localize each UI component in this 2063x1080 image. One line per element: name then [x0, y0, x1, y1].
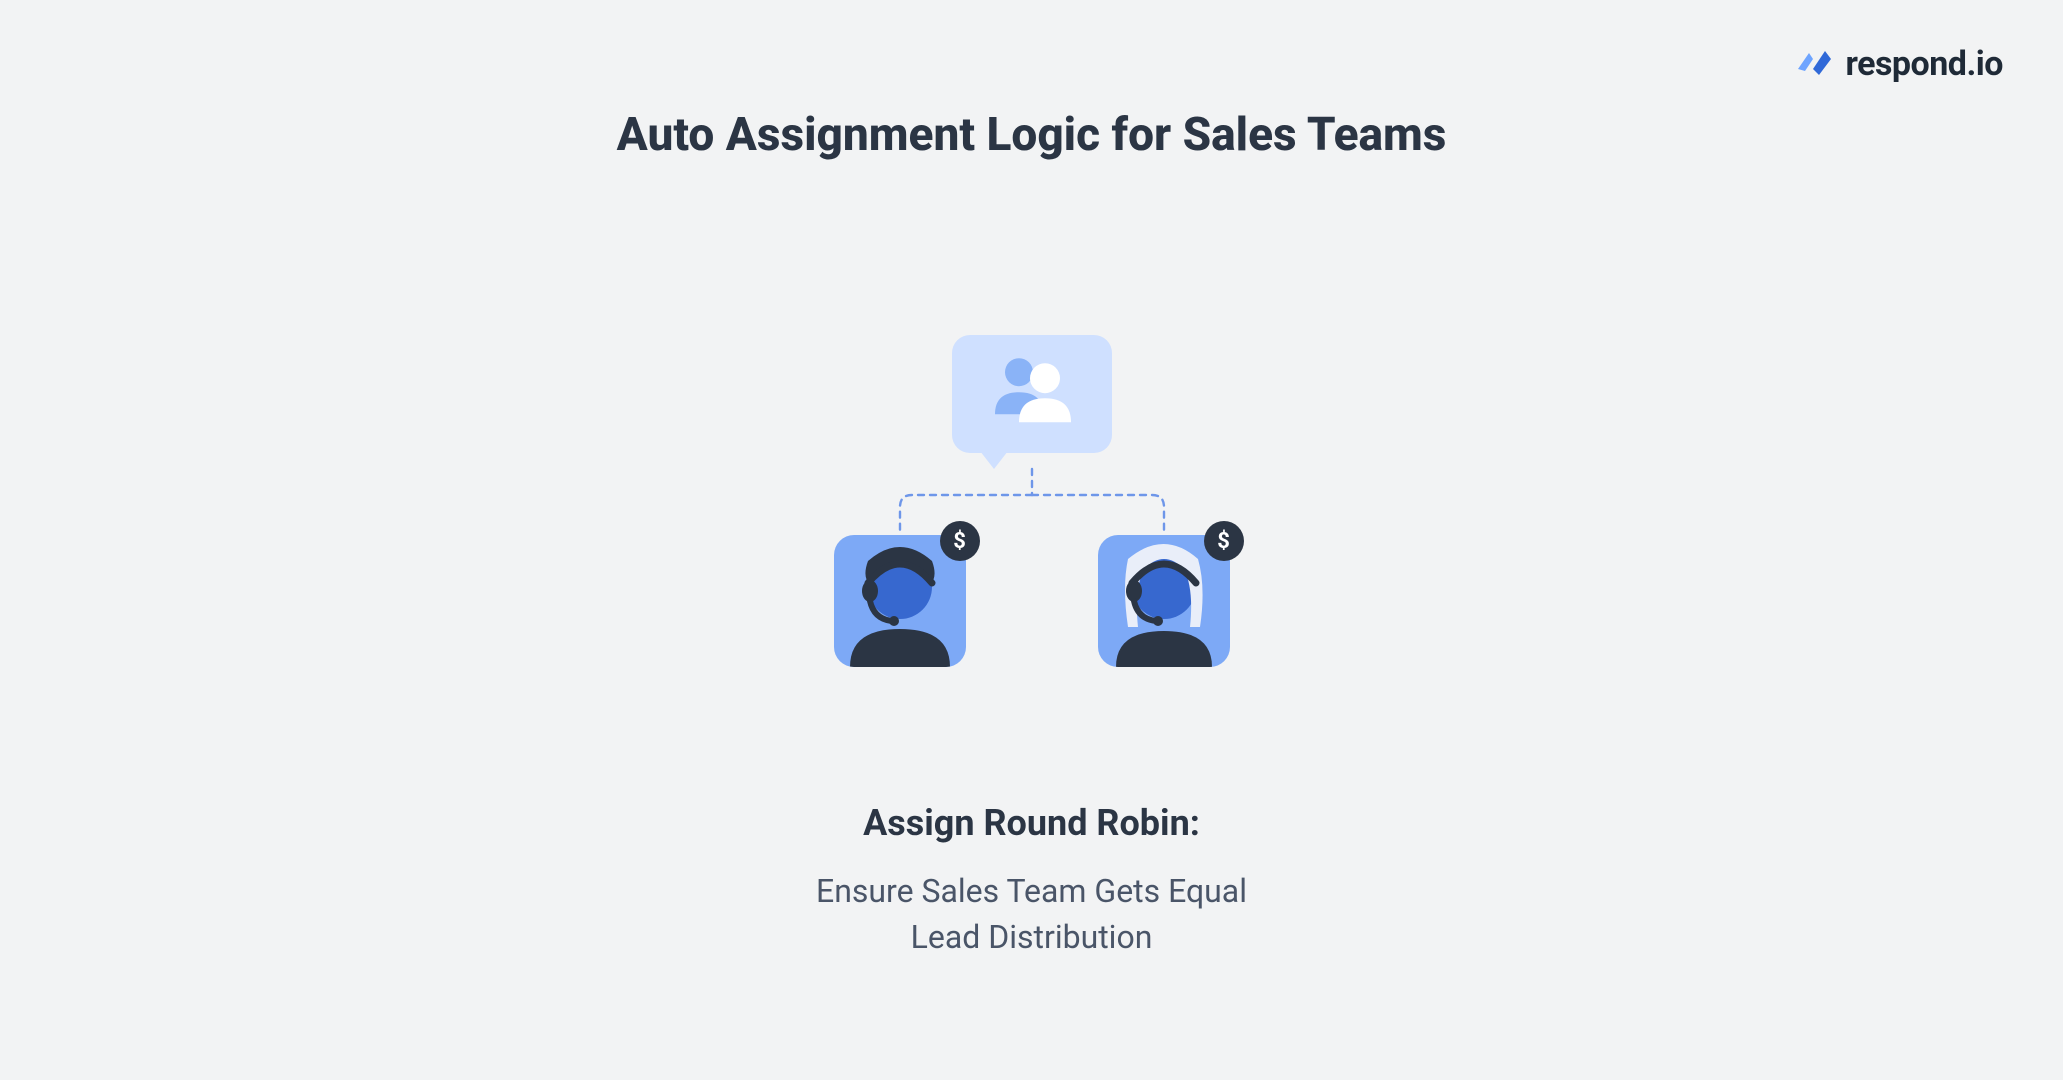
dollar-badge-icon: $ — [940, 521, 980, 561]
infographic-canvas: respond.io Auto Assignment Logic for Sal… — [0, 0, 2063, 1080]
description-line: Ensure Sales Team Gets Equal — [0, 868, 2063, 914]
page-title: Auto Assignment Logic for Sales Teams — [0, 108, 2063, 162]
sales-agent-card: $ — [834, 535, 966, 667]
logo-text: respond.io — [1845, 44, 2003, 84]
logo-mark-icon — [1795, 47, 1839, 81]
method-description: Ensure Sales Team Gets Equal Lead Distri… — [0, 868, 2063, 961]
contacts-bubble — [952, 335, 1112, 453]
description-line: Lead Distribution — [0, 914, 2063, 960]
method-title: Assign Round Robin: — [0, 802, 2063, 844]
dollar-badge-icon: $ — [1204, 521, 1244, 561]
assignment-diagram: $ $ — [822, 335, 1242, 675]
people-icon — [987, 352, 1077, 428]
sales-agent-card: $ — [1098, 535, 1230, 667]
brand-logo: respond.io — [1795, 44, 2003, 84]
